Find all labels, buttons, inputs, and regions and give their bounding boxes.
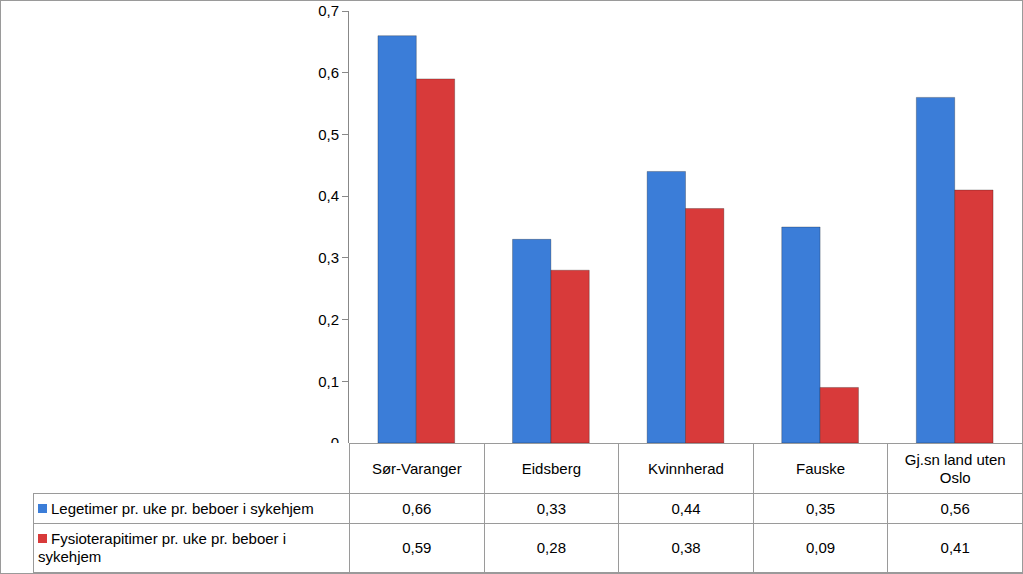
svg-text:0,1: 0,1 bbox=[318, 373, 339, 390]
html-text:Legetimer pr. uke pr. beboer i: Legetimer pr. uke pr. beboer i sykehjem bbox=[51, 499, 314, 517]
html-text:0,28: 0,28 bbox=[536, 539, 566, 556]
html-text:Gj.sn land uten Oslo: Gj.sn land uten Oslo bbox=[904, 450, 1006, 486]
svg-text:0,7: 0,7 bbox=[318, 2, 339, 19]
html-text:Eidsberg: Eidsberg bbox=[521, 459, 581, 477]
html-text:Sør-Varanger: Sør-Varanger bbox=[371, 459, 462, 477]
html-text:0,44: 0,44 bbox=[671, 499, 701, 517]
html-text:0,35: 0,35 bbox=[806, 499, 836, 517]
html-text:0,38: 0,38 bbox=[671, 539, 701, 556]
html-text:0,59: 0,59 bbox=[402, 539, 432, 556]
html-text:Fysioterapitimer pr. uke pr. b: Fysioterapitimer pr. uke pr. beboer i sy… bbox=[38, 530, 287, 565]
html-text:0,09: 0,09 bbox=[806, 539, 836, 556]
svg-text:0,6: 0,6 bbox=[318, 64, 339, 81]
html-text:0,56: 0,56 bbox=[940, 499, 970, 517]
svg-text:0,2: 0,2 bbox=[318, 311, 339, 328]
html-text:Fauske: Fauske bbox=[796, 459, 846, 477]
svg-text:0,5: 0,5 bbox=[318, 126, 339, 143]
svg-text:0,3: 0,3 bbox=[318, 249, 339, 266]
html-text:0,41: 0,41 bbox=[940, 539, 970, 556]
html-text:0,66: 0,66 bbox=[402, 499, 432, 517]
html-text:0,33: 0,33 bbox=[536, 499, 566, 517]
html-text:Kvinnherad: Kvinnherad bbox=[648, 459, 724, 477]
svg-text:0,4: 0,4 bbox=[318, 187, 339, 204]
